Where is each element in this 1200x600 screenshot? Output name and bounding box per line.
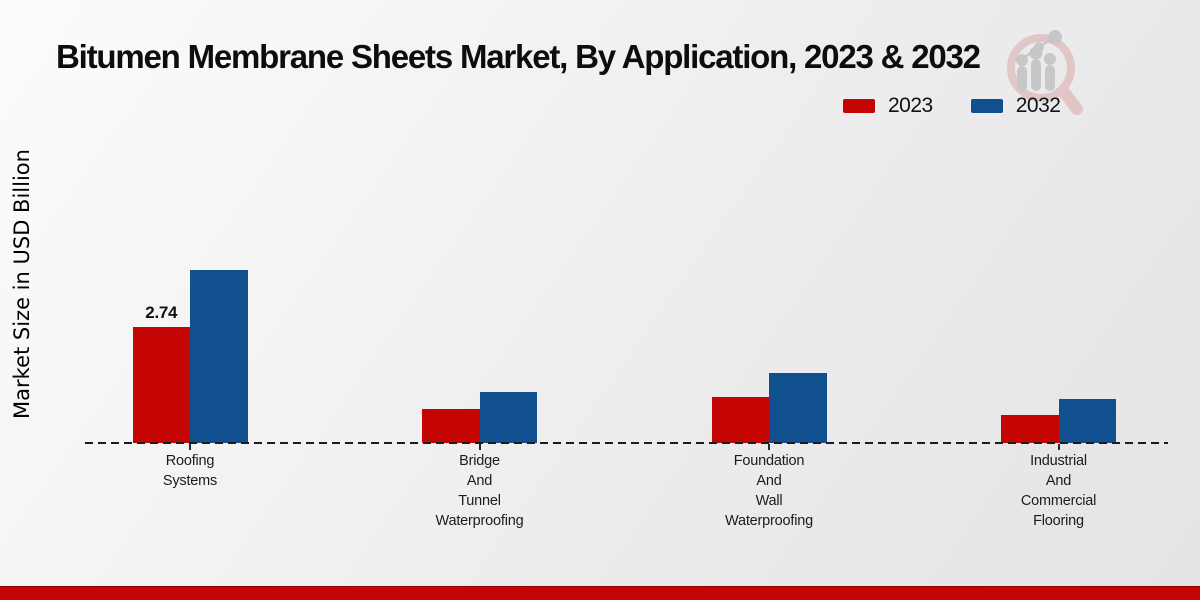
x-axis-tick <box>189 444 191 450</box>
legend-swatch-2032 <box>970 99 1003 113</box>
category-label-bridge-and-tunnel-waterproofing: Bridge And Tunnel Waterproofing <box>435 453 524 529</box>
bar-2032-industrial-and-commercial-flooring <box>1058 399 1116 443</box>
legend-label-2023: 2023 <box>888 94 933 117</box>
bar-2032-foundation-and-wall-waterproofing <box>769 373 827 443</box>
bar-2023-foundation-and-wall-waterproofing <box>711 397 769 443</box>
bar-2023-industrial-and-commercial-flooring <box>1001 415 1059 443</box>
bar-2023-bridge-and-tunnel-waterproofing <box>422 409 480 443</box>
legend-swatch-2023 <box>843 99 875 113</box>
bar-value-label: 2.74 <box>145 303 178 322</box>
category-label-foundation-and-wall-waterproofing: Foundation And Wall Waterproofing <box>725 453 813 529</box>
x-axis-baseline <box>85 442 1168 444</box>
category-label-roofing-systems: Roofing Systems <box>162 453 218 489</box>
bar-2032-bridge-and-tunnel-waterproofing <box>479 392 537 443</box>
category-label-industrial-and-commercial-flooring: Industrial And Commercial Flooring <box>1020 453 1097 529</box>
legend-item-2032: 2032 <box>970 94 1061 118</box>
x-axis-tick <box>478 444 481 450</box>
footer-accent-bar <box>0 586 1200 600</box>
x-axis-tick <box>768 444 770 450</box>
magnifier-growth-chart-logo-icon <box>1007 30 1083 115</box>
chart-title: Bitumen Membrane Sheets Market, By Appli… <box>56 38 981 75</box>
legend-label-2032: 2032 <box>1015 94 1061 117</box>
bar-2023-roofing-systems <box>132 327 190 443</box>
legend: 2023 2032 <box>843 94 1061 118</box>
bar-2032-roofing-systems <box>190 270 248 443</box>
legend-item-2023: 2023 <box>843 94 933 118</box>
x-axis-tick <box>1057 444 1060 450</box>
